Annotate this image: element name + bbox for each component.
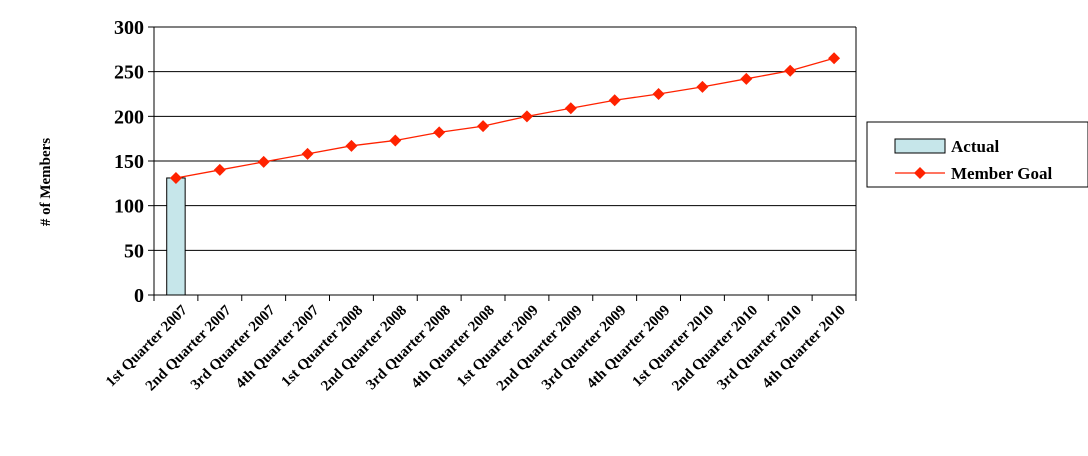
member-goal-point <box>696 80 709 93</box>
y-axis-title: # of Members <box>38 138 54 226</box>
x-tick-label: 1st Quarter 2010 <box>630 303 718 391</box>
x-tick-label: 1st Quarter 2007 <box>103 302 191 390</box>
member-goal-point <box>564 102 577 115</box>
member-goal-point <box>740 72 753 85</box>
member-goal-point <box>520 110 533 123</box>
y-tick-label: 200 <box>114 106 144 128</box>
legend: Actual Member Goal <box>866 121 1088 188</box>
member-goal-point <box>828 52 841 65</box>
member-goal-point <box>257 155 270 168</box>
legend-swatch-actual <box>894 138 946 154</box>
y-tick-label: 250 <box>114 62 144 84</box>
y-tick-label: 150 <box>114 151 144 173</box>
legend-label-member-goal: Member Goal <box>951 164 1052 183</box>
member-goal-point <box>301 147 314 160</box>
x-tick-label: 4th Quarter 2010 <box>759 303 848 392</box>
member-goal-point <box>608 94 621 107</box>
member-goal-line <box>175 57 835 179</box>
actual-bar <box>166 177 186 296</box>
y-tick-label: 0 <box>134 285 144 307</box>
legend-swatch-goal-marker <box>914 167 926 179</box>
member-goal-point <box>433 126 446 139</box>
x-tick-label: 1st Quarter 2008 <box>279 303 367 391</box>
member-goal-point <box>477 120 490 133</box>
member-goal-point <box>389 134 402 147</box>
x-tick-label: 1st Quarter 2009 <box>454 303 542 391</box>
member-goal-point <box>169 171 182 184</box>
y-tick-label: 300 <box>114 17 144 39</box>
y-tick-labels: 0 50 100 150 200 250 300 <box>114 17 144 307</box>
member-goal-point <box>213 163 226 176</box>
member-goal-point <box>345 139 358 152</box>
actual-bars <box>166 177 186 296</box>
y-tick-label: 100 <box>114 196 144 218</box>
goal-line-series <box>169 52 841 184</box>
legend-label-actual: Actual <box>951 137 999 156</box>
member-goal-point <box>652 88 665 100</box>
member-goal-point <box>784 64 797 77</box>
axes <box>148 26 857 301</box>
legend-box <box>866 121 1088 188</box>
y-tick-label: 50 <box>124 240 144 262</box>
